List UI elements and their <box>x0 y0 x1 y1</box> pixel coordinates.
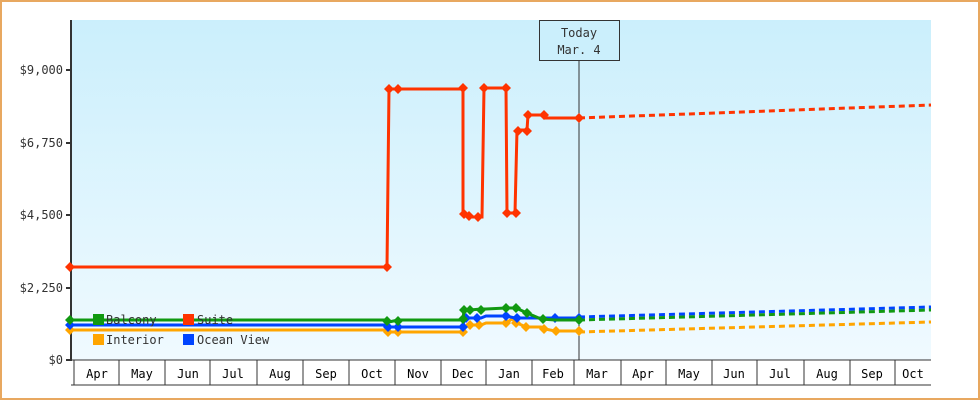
y-tick-label: $4,500 <box>20 208 63 222</box>
interior-forecast <box>578 320 932 334</box>
legend-label: Ocean View <box>197 333 270 347</box>
x-tick-label: Sep <box>315 367 337 381</box>
suite-swatch-icon <box>183 314 194 325</box>
y-tick-label: $9,000 <box>20 63 63 77</box>
series-balcony <box>65 303 584 326</box>
x-tick-label: Jun <box>723 367 745 381</box>
x-tick-label: May <box>678 367 700 381</box>
y-tick-label: $2,250 <box>20 281 63 295</box>
balcony-forecast <box>578 308 932 322</box>
today-date: Mar. 4 <box>557 43 600 57</box>
legend-item-interior[interactable]: Interior <box>93 333 164 347</box>
ocean-view-forecast <box>578 305 932 319</box>
x-tick-label: Jun <box>177 367 199 381</box>
y-tick-label: $6,750 <box>20 136 63 150</box>
x-tick-label: Jan <box>498 367 520 381</box>
legend-item-balcony[interactable]: Balcony <box>93 313 157 327</box>
x-axis: Apr May Jun Jul Aug Sep Oct Nov Dec Jan … <box>71 359 931 386</box>
x-tick-label: Apr <box>86 367 108 381</box>
suite-forecast <box>578 103 932 120</box>
legend-item-ocean-view[interactable]: Ocean View <box>183 333 270 347</box>
x-tick-label: Oct <box>361 367 383 381</box>
x-tick-label: May <box>131 367 153 381</box>
forecast-lines <box>578 103 932 334</box>
x-tick-label: Aug <box>269 367 291 381</box>
x-tick-label: Sep <box>861 367 883 381</box>
legend: Balcony Suite Interior Ocean View <box>93 313 270 347</box>
plot-area <box>72 20 931 360</box>
legend-label: Interior <box>106 333 164 347</box>
x-tick-label: Dec <box>452 367 474 381</box>
ocean-view-swatch-icon <box>183 334 194 345</box>
x-tick-label: Aug <box>816 367 838 381</box>
x-tick-label: Feb <box>542 367 564 381</box>
today-marker: Today Mar. 4 <box>539 20 620 360</box>
legend-item-suite[interactable]: Suite <box>183 313 233 327</box>
x-tick-label: Apr <box>632 367 654 381</box>
today-label: Today <box>561 26 597 40</box>
x-tick-label: Oct <box>902 367 924 381</box>
y-ticks: $9,000 $6,750 $4,500 $2,250 $0 <box>20 63 71 367</box>
y-tick-label: $0 <box>49 353 63 367</box>
x-tick-label: Nov <box>407 367 429 381</box>
x-tick-label: Jul <box>222 367 244 381</box>
x-tick-label: Mar <box>586 367 608 381</box>
balcony-swatch-icon <box>93 314 104 325</box>
series-suite <box>65 83 584 272</box>
interior-swatch-icon <box>93 334 104 345</box>
legend-label: Balcony <box>106 313 157 327</box>
x-tick-label: Jul <box>769 367 791 381</box>
legend-label: Suite <box>197 313 233 327</box>
